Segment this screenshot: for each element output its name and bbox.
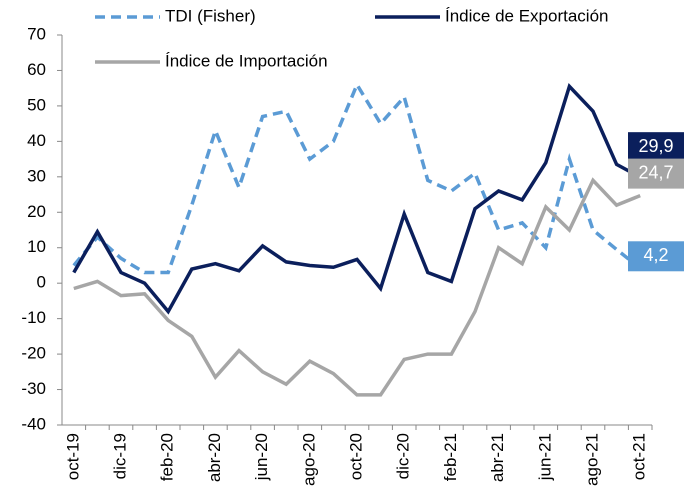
x-tick-label: ago-21 xyxy=(582,433,601,486)
y-tick-label: 20 xyxy=(27,202,46,221)
x-tick-label: jun-20 xyxy=(252,433,271,481)
value-label-box xyxy=(628,158,684,189)
x-tick-label: jun-21 xyxy=(535,433,554,481)
y-tick-label: 50 xyxy=(27,95,46,114)
y-tick-label: 0 xyxy=(37,273,46,292)
x-tick-label: abr-21 xyxy=(488,433,507,482)
value-label: 4,2 xyxy=(643,245,668,265)
y-tick-label: -10 xyxy=(21,308,46,327)
value-label: 24,7 xyxy=(638,162,673,182)
legend-label: TDI (Fisher) xyxy=(165,6,256,25)
value-label: 29,9 xyxy=(638,136,673,156)
y-tick-label: -20 xyxy=(21,344,46,363)
series-line xyxy=(72,83,642,315)
y-tick-label: 60 xyxy=(27,60,46,79)
x-tick-label: dic-19 xyxy=(110,433,129,479)
x-tick-label: feb-21 xyxy=(441,433,460,481)
y-tick-label: -40 xyxy=(21,414,46,433)
legend-label: Índice de Importación xyxy=(165,51,328,70)
series-line xyxy=(73,177,641,397)
x-tick-label: oct-21 xyxy=(630,433,649,480)
series-line xyxy=(72,80,642,275)
x-tick-label: feb-20 xyxy=(158,433,177,481)
value-label-box xyxy=(628,132,684,163)
x-tick-label: abr-20 xyxy=(205,433,224,482)
x-tick-label: dic-20 xyxy=(394,433,413,479)
x-tick-label: oct-20 xyxy=(346,433,365,480)
y-tick-label: -30 xyxy=(21,379,46,398)
x-tick-label: ago-20 xyxy=(299,433,318,486)
y-tick-label: 10 xyxy=(27,237,46,256)
x-tick-label: oct-19 xyxy=(63,433,82,480)
y-tick-label: 70 xyxy=(27,24,46,43)
value-label-box xyxy=(628,241,684,272)
y-tick-label: 30 xyxy=(27,166,46,185)
legend-label: Índice de Exportación xyxy=(445,6,609,25)
y-tick-label: 40 xyxy=(27,131,46,150)
